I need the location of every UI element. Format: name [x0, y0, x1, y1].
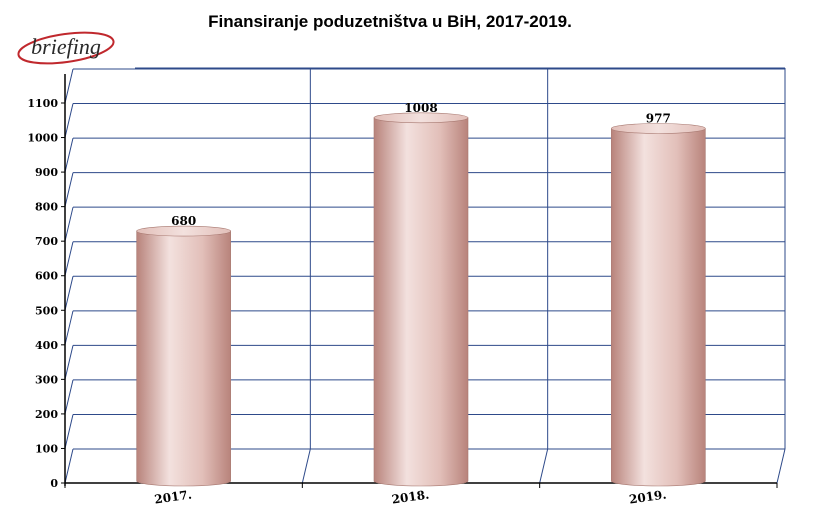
x-tick-label: 2017.	[154, 487, 193, 506]
briefing-logo: briefing	[16, 30, 116, 66]
floor-divider	[301, 448, 311, 484]
y-tick-label: 200	[35, 408, 58, 421]
y-tick-label: 500	[35, 304, 58, 317]
y-tick-label: 0	[50, 477, 58, 490]
data-label: 1008	[404, 101, 437, 115]
y-tick-label: 700	[35, 235, 58, 248]
gridline-connector	[64, 310, 74, 345]
x-tick-label: 2018.	[391, 487, 430, 506]
gridline-connector	[64, 414, 74, 449]
bar-cap	[611, 123, 706, 134]
gridline-connector	[64, 241, 74, 276]
data-label: 977	[646, 111, 671, 125]
y-tick-label: 100	[35, 442, 58, 455]
floor-right-edge	[776, 448, 786, 484]
gridline-connector	[64, 103, 74, 138]
y-tick-label: 600	[35, 270, 58, 283]
gridline-connector	[64, 172, 74, 207]
chart-title: Finansiranje poduzetništva u BiH, 2017-2…	[208, 12, 572, 31]
y-tick-label: 900	[35, 166, 58, 179]
data-label: 680	[171, 214, 196, 228]
logo-ring	[17, 31, 115, 65]
y-tick-label: 1000	[27, 132, 58, 145]
y-tick-label: 400	[35, 339, 58, 352]
bar-cap	[136, 225, 231, 237]
bar-2017.	[136, 230, 231, 487]
gridline-connector	[64, 207, 74, 242]
x-tick-label: 2019.	[628, 487, 667, 506]
gridline-connector	[64, 448, 74, 484]
gridline-connector	[64, 379, 74, 415]
gridline-connector	[64, 345, 74, 380]
gridline-connector	[64, 68, 74, 104]
logo-text: briefing	[31, 34, 101, 59]
y-tick-label: 300	[35, 373, 58, 386]
bar-2018.	[373, 117, 469, 487]
bar-2019.	[611, 128, 706, 487]
y-tick-label: 1100	[27, 97, 58, 110]
gridline-connector	[64, 276, 74, 311]
gridline-connector	[64, 137, 74, 173]
bar-cap	[373, 112, 469, 124]
y-tick-label: 800	[35, 201, 58, 214]
floor-divider	[539, 448, 549, 484]
